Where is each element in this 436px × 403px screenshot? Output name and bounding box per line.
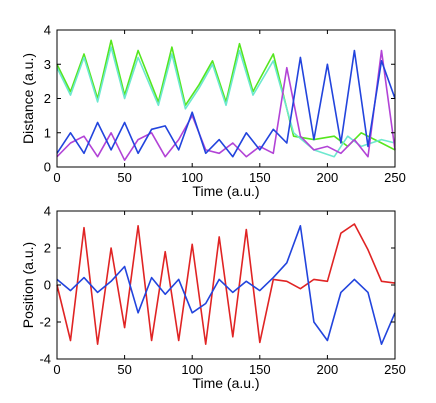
y-tick-label: 0 <box>44 160 51 175</box>
y-tick-label: -2 <box>39 315 51 330</box>
series-1-1 <box>56 225 396 345</box>
x-tick-label: 0 <box>53 362 60 377</box>
series-0-3 <box>56 49 396 158</box>
x-tick-label: 250 <box>384 170 406 185</box>
position-panel: 0 50 100 150 200 250 -4 -2 0 2 4 Time (a.u.) Positio… <box>20 204 406 392</box>
y-tick-label: 1 <box>44 125 51 140</box>
x-tick-label: 200 <box>317 170 339 185</box>
y-tick-label: 0 <box>44 278 51 293</box>
x-tick-label: 100 <box>181 362 203 377</box>
series-0-0 <box>56 39 396 151</box>
distance-panel: 0 50 100 150 200 250 0 1 2 3 4 Time (a.u.) Distance … <box>20 23 406 200</box>
x-axis-label: Time (a.u.) <box>192 375 259 391</box>
x-axis-label: Time (a.u.) <box>192 183 259 199</box>
y-tick-label: 2 <box>44 91 51 106</box>
x-tick-label: 0 <box>53 170 60 185</box>
x-tick-label: 250 <box>384 362 406 377</box>
y-tick-label: 4 <box>44 204 51 219</box>
y-tick-label: 3 <box>44 57 51 72</box>
x-tick-label: 150 <box>249 362 271 377</box>
y-tick-label: 4 <box>44 23 51 38</box>
y-axis-label: Position (a.u.) <box>20 242 36 328</box>
x-tick-label: 150 <box>249 170 271 185</box>
y-tick-label: 2 <box>44 241 51 256</box>
x-tick-label: 100 <box>181 170 203 185</box>
series-0-1 <box>56 46 396 158</box>
x-tick-label: 50 <box>117 170 131 185</box>
y-axis-label: Distance (a.u.) <box>20 53 36 144</box>
x-tick-label: 200 <box>317 362 339 377</box>
y-tick-label: -4 <box>39 352 51 367</box>
x-tick-label: 50 <box>117 362 131 377</box>
